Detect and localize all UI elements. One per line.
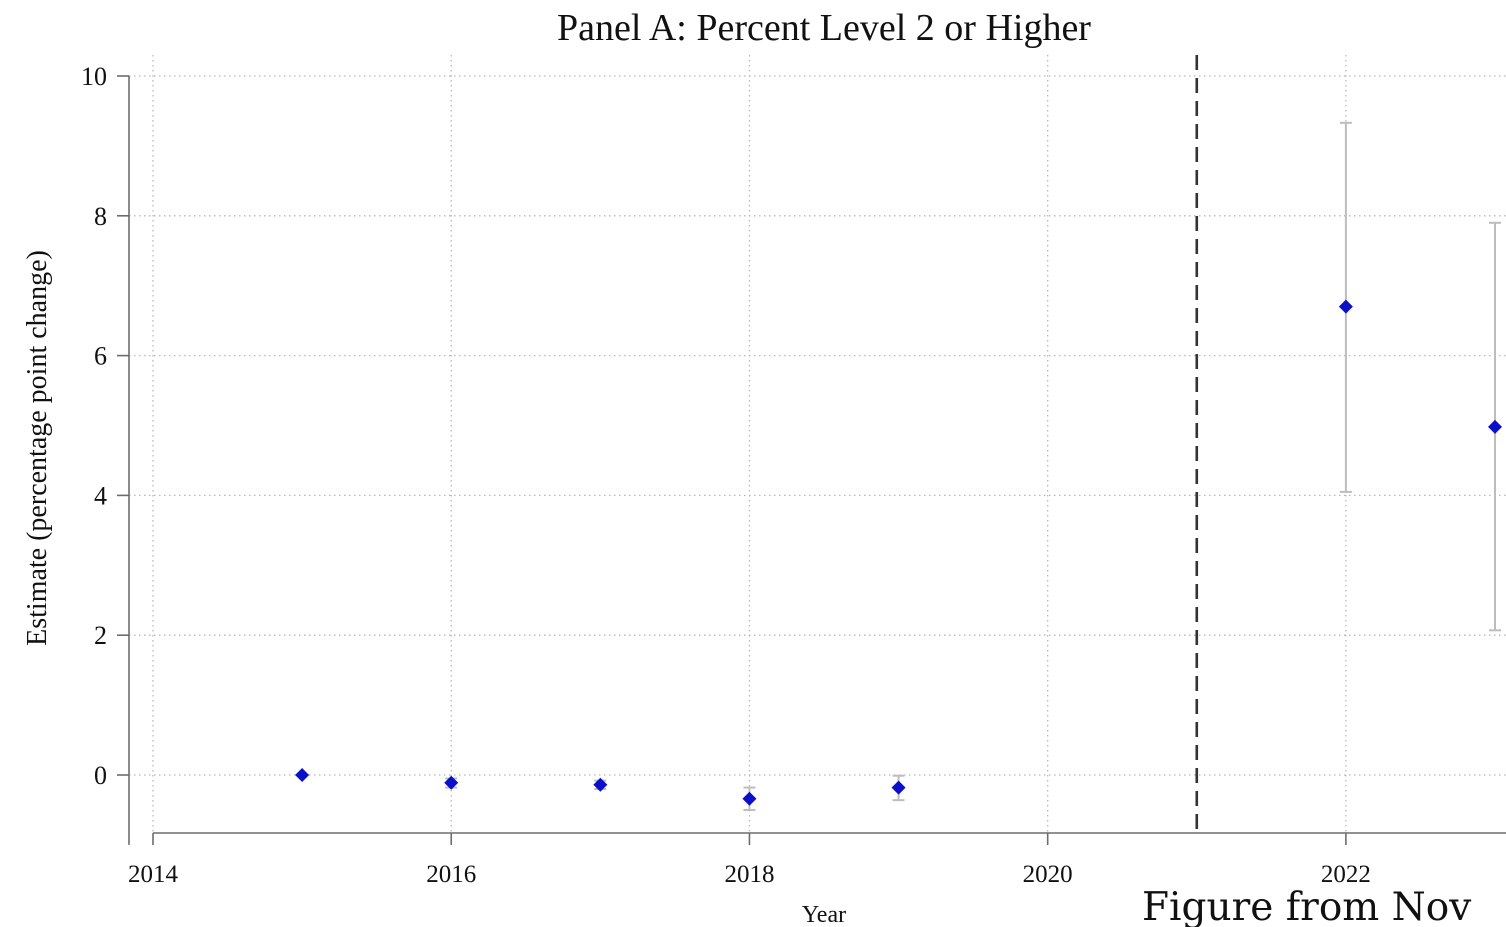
x-tick-label: 2014: [128, 861, 179, 888]
y-axis-label: Estimate (percentage point change): [22, 250, 53, 646]
chart-title: Panel A: Percent Level 2 or Higher: [557, 7, 1091, 49]
y-tick-label: 8: [94, 202, 107, 231]
data-point: [444, 775, 459, 790]
data-marks: [295, 121, 1502, 811]
x-tick-label: 2022: [1321, 861, 1371, 888]
y-tick-label: 0: [94, 761, 107, 790]
data-point: [742, 791, 757, 806]
x-tick-label: 2020: [1023, 861, 1073, 888]
data-point: [1488, 419, 1502, 434]
grid: [129, 55, 1506, 833]
caption-fragment: Figure from Nov: [1142, 885, 1472, 927]
x-tick-label: 2016: [426, 861, 476, 888]
data-point: [593, 777, 608, 792]
y-tick-label: 6: [94, 342, 107, 371]
data-point: [891, 780, 906, 795]
y-tick-label: 4: [94, 481, 107, 510]
y-tick-label: 2: [94, 621, 107, 650]
data-point: [1338, 299, 1353, 314]
x-tick-label: 2018: [724, 861, 774, 888]
y-tick-label: 10: [81, 62, 107, 91]
axes: 0 2 4 6 8 10 2014 2016 2018 2020 2022: [81, 62, 1506, 888]
x-axis-label: Year: [802, 902, 846, 927]
data-point: [295, 768, 310, 782]
